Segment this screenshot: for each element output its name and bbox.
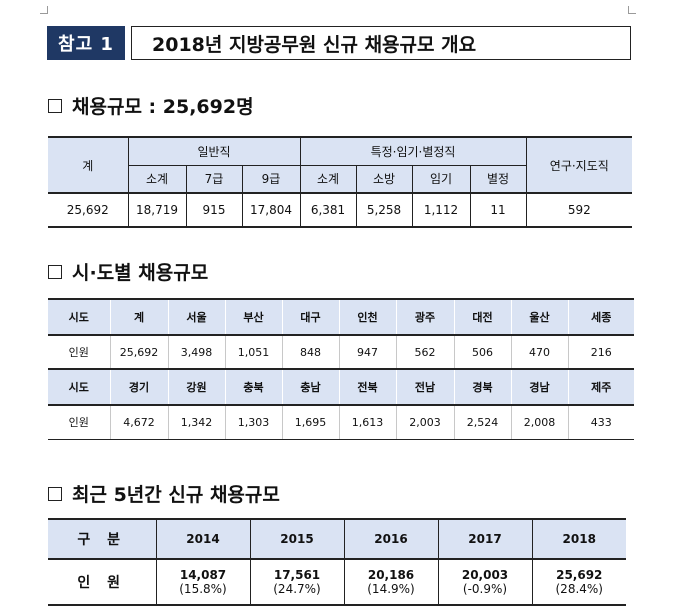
table-cell: 인원 bbox=[48, 335, 110, 370]
table-cell: 562 bbox=[395, 335, 454, 370]
table-cell: 216 bbox=[567, 335, 634, 370]
table-header-cell: 강원 bbox=[167, 368, 225, 406]
header-sub: 9급 bbox=[241, 164, 301, 194]
table-cell: 1,112 bbox=[411, 192, 471, 228]
table-cell: 17,804 bbox=[241, 192, 301, 228]
table-header-cell: 대전 bbox=[453, 298, 511, 336]
corner-mark-right bbox=[628, 6, 636, 14]
table-cell: 915 bbox=[185, 192, 243, 228]
table-header-cell: 부산 bbox=[224, 298, 282, 336]
table-cell: 3,498 bbox=[167, 335, 225, 370]
header-sub: 소계 bbox=[299, 164, 357, 194]
table-cell: 25,692 bbox=[48, 192, 129, 228]
table-header-cell: 충북 bbox=[224, 368, 282, 406]
table-header-cell: 인천 bbox=[338, 298, 396, 336]
table-cell: 6,381 bbox=[299, 192, 357, 228]
header-total: 계 bbox=[48, 136, 129, 194]
table-header-cell: 서울 bbox=[167, 298, 225, 336]
section-heading-total: 채용규모 : 25,692명 bbox=[48, 92, 254, 119]
table-cell: 25,692 bbox=[109, 335, 168, 370]
table-cell: 11 bbox=[469, 192, 527, 228]
table-cell: 2,008 bbox=[510, 405, 568, 440]
header-sub: 7급 bbox=[185, 164, 243, 194]
header-sub: 소방 bbox=[355, 164, 413, 194]
table-header-cell: 충남 bbox=[281, 368, 339, 406]
table-header-cell: 세종 bbox=[567, 298, 634, 336]
row-label: 인 원 bbox=[48, 559, 157, 606]
table-header-cell: 대구 bbox=[281, 298, 339, 336]
reference-tag: 참고 1 bbox=[47, 26, 125, 60]
table-cell: 470 bbox=[510, 335, 568, 370]
table-cell: 18,719 bbox=[127, 192, 187, 228]
header-sub: 소계 bbox=[128, 164, 187, 194]
count-value: 25,692 bbox=[556, 568, 603, 582]
count-value: 20,186 bbox=[367, 568, 415, 582]
table-header-cell: 전북 bbox=[338, 368, 396, 406]
table-header-cell: 시도 bbox=[48, 368, 110, 406]
change-rate: (24.7%) bbox=[273, 582, 321, 596]
year-header: 2014 bbox=[155, 518, 251, 560]
table-header-cell: 경북 bbox=[453, 368, 511, 406]
table-cell: 20,186 (14.9%) bbox=[343, 559, 439, 606]
table-cell: 848 bbox=[281, 335, 339, 370]
count-value: 14,087 bbox=[179, 568, 227, 582]
header-sub: 임기 bbox=[411, 164, 471, 194]
table-header-label: 구 분 bbox=[48, 518, 157, 560]
table-header-cell: 경기 bbox=[109, 368, 168, 406]
change-rate: (28.4%) bbox=[555, 582, 603, 596]
count-value: 20,003 bbox=[461, 568, 509, 582]
table-header-cell: 울산 bbox=[510, 298, 568, 336]
header-general: 일반직 bbox=[127, 136, 301, 166]
header-special: 특정·임기·별정직 bbox=[299, 136, 527, 166]
table-cell: 17,561 (24.7%) bbox=[249, 559, 345, 606]
change-rate: (14.9%) bbox=[367, 582, 415, 596]
table-cell: 506 bbox=[453, 335, 511, 370]
recruitment-5year-table: 구 분 2014 2015 2016 2017 2018 인 원 14,087(… bbox=[48, 518, 626, 606]
section-heading-region: 시·도별 채용규모 bbox=[48, 258, 208, 285]
document-title: 2018년 지방공무원 신규 채용규모 개요 bbox=[131, 26, 631, 60]
recruitment-by-type-table: 계 일반직 특정·임기·별정직 연구·지도직 소계 7급 9급 소계 소방 임기… bbox=[48, 136, 633, 228]
year-header: 2017 bbox=[437, 518, 533, 560]
recruitment-by-region-table: 시도 계 서울 부산 대구 인천 광주 대전 울산 세종 인원 25,692 3… bbox=[48, 298, 634, 440]
table-cell: 592 bbox=[525, 192, 633, 228]
table-cell: 2,003 bbox=[395, 405, 454, 440]
table-header-cell: 전남 bbox=[395, 368, 454, 406]
table-cell: 5,258 bbox=[355, 192, 413, 228]
table-cell: 433 bbox=[567, 405, 634, 440]
section-heading-text: 채용규모 : 25,692명 bbox=[72, 96, 254, 118]
checkbox-square-icon bbox=[48, 486, 62, 501]
table-header-cell: 경남 bbox=[510, 368, 568, 406]
table-cell: 947 bbox=[338, 335, 396, 370]
table-header-cell: 광주 bbox=[395, 298, 454, 336]
section-heading-text: 최근 5년간 신규 채용규모 bbox=[72, 484, 280, 506]
year-header: 2018 bbox=[531, 518, 626, 560]
header-sub: 별정 bbox=[469, 164, 527, 194]
table-cell: 1,342 bbox=[167, 405, 225, 440]
checkbox-square-icon bbox=[48, 264, 62, 279]
count-value: 17,561 bbox=[273, 568, 321, 582]
change-rate: (15.8%) bbox=[179, 582, 227, 596]
table-cell: 1,051 bbox=[224, 335, 282, 370]
table-header-cell: 제주 bbox=[567, 368, 634, 406]
table-header-cell: 시도 bbox=[48, 298, 110, 336]
checkbox-square-icon bbox=[48, 98, 62, 113]
year-header: 2015 bbox=[249, 518, 345, 560]
title-bar: 참고 1 2018년 지방공무원 신규 채용규모 개요 bbox=[47, 26, 631, 60]
table-cell: 4,672 bbox=[109, 405, 168, 440]
table-cell: 인원 bbox=[48, 405, 110, 440]
section-heading-5year: 최근 5년간 신규 채용규모 bbox=[48, 480, 280, 507]
table-header-cell: 계 bbox=[109, 298, 168, 336]
section-heading-text: 시·도별 채용규모 bbox=[72, 262, 209, 284]
header-research: 연구·지도직 bbox=[525, 136, 633, 194]
table-cell: 1,613 bbox=[338, 405, 396, 440]
corner-mark-left bbox=[40, 6, 48, 14]
table-cell: 20,003 (-0.9%) bbox=[437, 559, 533, 606]
table-cell: 1,303 bbox=[224, 405, 282, 440]
table-cell: 2,524 bbox=[453, 405, 511, 440]
change-rate: (-0.9%) bbox=[462, 582, 508, 596]
table-cell: 25,692 (28.4%) bbox=[531, 559, 626, 606]
table-cell: 1,695 bbox=[281, 405, 339, 440]
table-cell: 14,087 (15.8%) bbox=[155, 559, 251, 606]
year-header: 2016 bbox=[343, 518, 439, 560]
